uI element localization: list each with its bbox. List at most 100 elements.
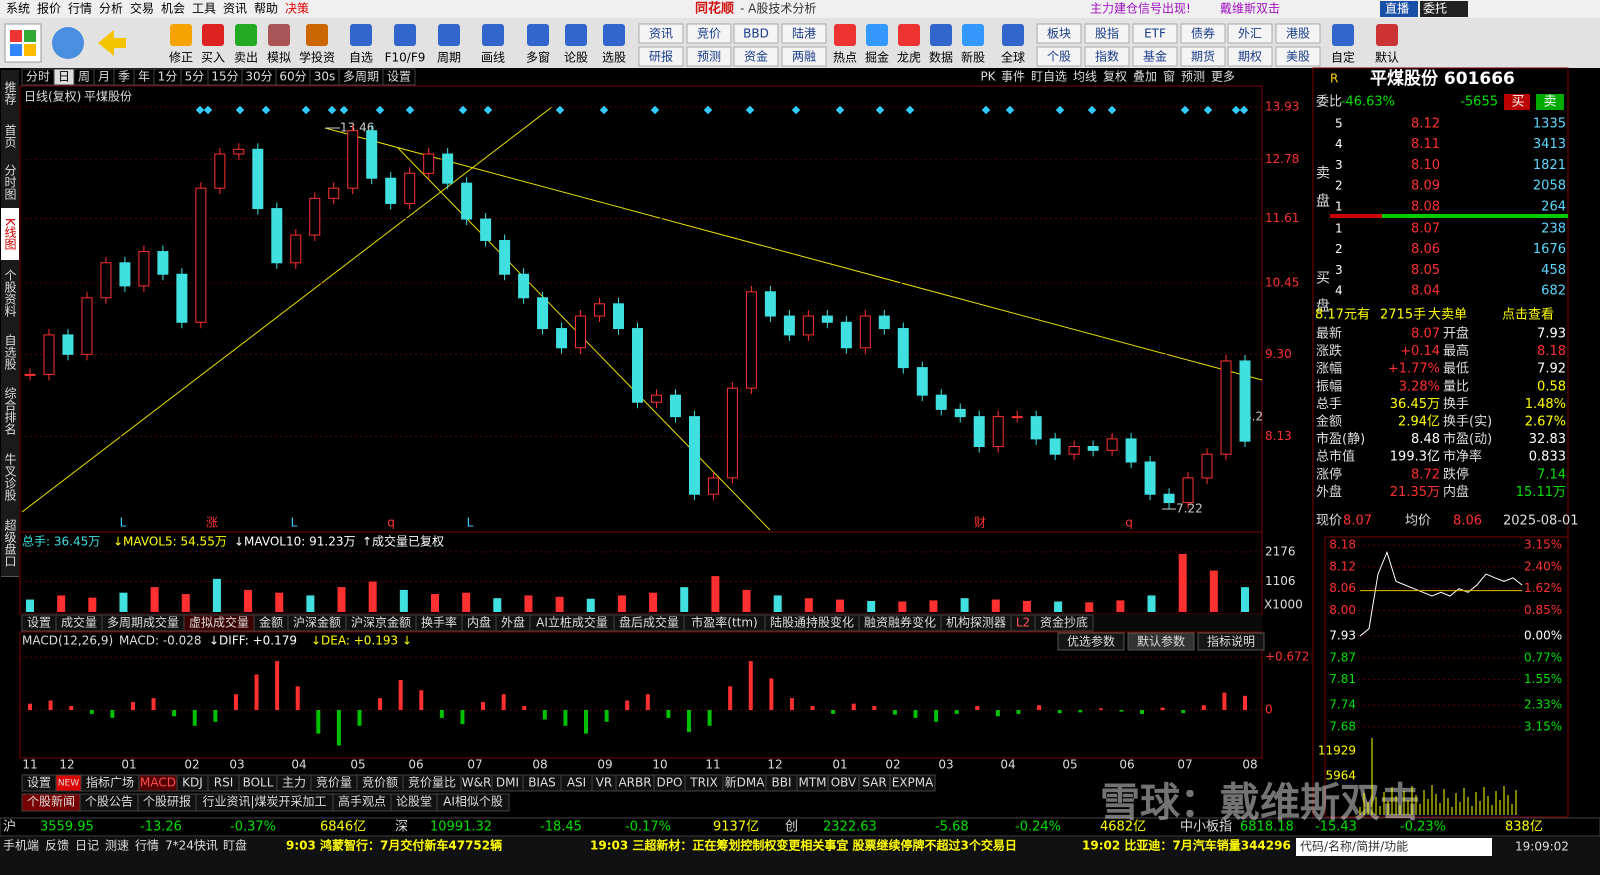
vol-tab[interactable]: 多周期成交量 <box>107 615 179 630</box>
period-tab[interactable]: 1分 <box>158 70 178 84</box>
tool-button[interactable]: 数据 <box>929 50 953 65</box>
indicator-tab[interactable]: MTM <box>798 776 826 790</box>
indicator-tab[interactable]: ASI <box>567 776 586 790</box>
footer-link[interactable]: 行情 <box>135 839 159 853</box>
tool-pair-button[interactable]: 板块 <box>1047 27 1071 41</box>
indicator-tab[interactable]: 竞价量比 <box>408 776 456 790</box>
period-tab[interactable]: 15分 <box>211 70 238 84</box>
tool-button[interactable]: 模拟 <box>267 51 291 65</box>
sidebar-item[interactable]: 超级盘口 <box>1 510 19 577</box>
footer-link[interactable]: 反馈 <box>45 839 69 853</box>
indicator-tab[interactable]: DMI <box>496 776 519 790</box>
footer-link[interactable]: 测速 <box>105 839 129 853</box>
indicator-tab[interactable]: VR <box>596 776 613 790</box>
indicator-tab[interactable]: BOLL <box>243 776 274 790</box>
tool-pair-button[interactable]: 竞价 <box>697 27 721 41</box>
tool-button[interactable]: F10/F9 <box>385 51 426 65</box>
indicator-tab[interactable]: 设置 <box>27 776 51 790</box>
vol-tab[interactable]: 盘后成交量 <box>619 615 679 630</box>
sidebar-item[interactable]: 牛叉诊股 <box>1 444 19 511</box>
period-tab[interactable]: 60分 <box>279 70 306 84</box>
tool-pair-button[interactable]: 基金 <box>1143 49 1167 64</box>
tool-pair-button[interactable]: 股指 <box>1095 26 1119 41</box>
vol-tab[interactable]: 沪深金额 <box>293 615 341 630</box>
period-tab[interactable]: 设置 <box>387 70 411 84</box>
menu-item[interactable]: 系统 <box>6 2 30 16</box>
tool-button[interactable]: 卖出 <box>234 51 258 65</box>
menu-item[interactable]: 帮助 <box>254 2 278 16</box>
tool-pair-button[interactable]: 陆港 <box>792 26 816 41</box>
period-tab[interactable]: 年 <box>138 70 150 84</box>
tool-button[interactable]: 默认 <box>1375 50 1399 65</box>
menu-item[interactable]: 机会 <box>161 2 185 16</box>
entrust[interactable]: 委托 <box>1423 2 1447 16</box>
tool-pair-button[interactable]: 资讯 <box>649 27 673 41</box>
news-tab[interactable]: 个股研报 <box>143 794 191 809</box>
indicator-tab[interactable]: TRIX <box>689 776 717 790</box>
period-tab[interactable]: 季 <box>118 70 130 84</box>
menu-item[interactable]: 决策 <box>285 2 309 16</box>
sidebar-item[interactable]: 综合排名 <box>1 378 19 445</box>
macd-button[interactable]: 默认参数 <box>1137 634 1185 649</box>
period-tab[interactable]: 5分 <box>185 70 205 84</box>
period-tab[interactable]: 月 <box>98 70 110 84</box>
period-tab[interactable]: 30分 <box>245 70 272 84</box>
indicator-tab[interactable]: 新DMA <box>725 775 766 790</box>
tool-pair-button[interactable]: BBD <box>743 27 769 41</box>
news-tab[interactable]: 高手观点 <box>338 794 386 809</box>
indicator-tab[interactable]: MACD <box>140 776 176 790</box>
chart-tool[interactable]: 预测 <box>1181 70 1205 84</box>
chart-tool[interactable]: 复权 <box>1103 70 1127 84</box>
tool-button[interactable]: 论股 <box>564 51 588 65</box>
tool-pair-button[interactable]: 指数 <box>1095 49 1119 64</box>
period-tab[interactable]: 多周期 <box>343 70 379 84</box>
live[interactable]: 直播 <box>1385 2 1409 16</box>
indicator-tab[interactable]: 主力 <box>282 776 306 790</box>
tool-pair-button[interactable]: 港股 <box>1286 27 1310 41</box>
macd-button[interactable]: 指标说明 <box>1207 634 1255 649</box>
indicator-tab[interactable]: NEW <box>58 779 79 789</box>
vol-tab[interactable]: 金额 <box>259 615 283 630</box>
news-tab[interactable]: 行业资讯|煤炭开采加工 <box>202 795 326 809</box>
tool-pair-button[interactable]: 外汇 <box>1238 27 1262 41</box>
news-tab[interactable]: AI相似个股 <box>443 795 503 809</box>
tool-button[interactable]: 画线 <box>481 51 505 65</box>
tool-button[interactable]: 自选 <box>349 51 373 65</box>
footer-link[interactable]: 盯盘 <box>223 838 247 853</box>
vol-tab[interactable]: 成交量 <box>61 615 97 630</box>
vol-tab[interactable]: 换手率 <box>421 615 457 630</box>
tool-button[interactable]: 学投资 <box>299 50 335 65</box>
vol-tab[interactable]: 虚拟成交量 <box>189 615 249 630</box>
indicator-tab[interactable]: 竞价量 <box>316 776 352 790</box>
tool-pair-button[interactable]: ETF <box>1144 27 1166 41</box>
tool-pair-button[interactable]: 研报 <box>649 49 673 64</box>
vol-tab[interactable]: 资金抄底 <box>1040 615 1088 630</box>
tool-button[interactable]: 选股 <box>602 51 626 65</box>
sidebar-item[interactable]: 自选股 <box>1 326 19 379</box>
tool-button[interactable]: 热点 <box>833 51 857 65</box>
indicator-tab[interactable]: ARBR <box>618 776 651 790</box>
vol-tab[interactable]: L2 <box>1016 616 1030 630</box>
tool-button[interactable]: 多窗 <box>526 51 550 65</box>
chart-tool[interactable]: 叠加 <box>1133 70 1157 84</box>
tool-button[interactable]: 修正 <box>169 50 193 65</box>
tool-pair-button[interactable]: 期货 <box>1191 49 1215 64</box>
indicator-tab[interactable]: RSI <box>214 776 234 790</box>
tool-button[interactable]: 龙虎 <box>897 51 921 65</box>
vol-tab[interactable]: 外盘 <box>501 615 525 630</box>
menu-item[interactable]: 分析 <box>99 2 123 16</box>
tool-pair-button[interactable]: 资金 <box>744 49 768 64</box>
menu-item[interactable]: 资讯 <box>223 2 247 16</box>
indicator-tab[interactable]: 指标广场 <box>86 775 134 790</box>
sidebar-item[interactable]: 个股资料 <box>1 260 19 327</box>
chart-tool[interactable]: 窗 <box>1163 70 1175 84</box>
tool-button[interactable]: 掘金 <box>865 50 889 65</box>
big-order[interactable]: 点击查看 <box>1502 307 1554 323</box>
news-tab[interactable]: 个股公告 <box>85 795 133 809</box>
indicator-tab[interactable]: 竞价额 <box>362 776 398 790</box>
indicator-tab[interactable]: KDJ <box>182 776 203 790</box>
sidebar-item[interactable]: 推荐 <box>1 70 19 117</box>
vol-tab[interactable]: AI立桩成交量 <box>536 615 608 630</box>
macd-button[interactable]: 优选参数 <box>1067 634 1115 649</box>
tool-button[interactable]: 全球 <box>1001 50 1025 65</box>
